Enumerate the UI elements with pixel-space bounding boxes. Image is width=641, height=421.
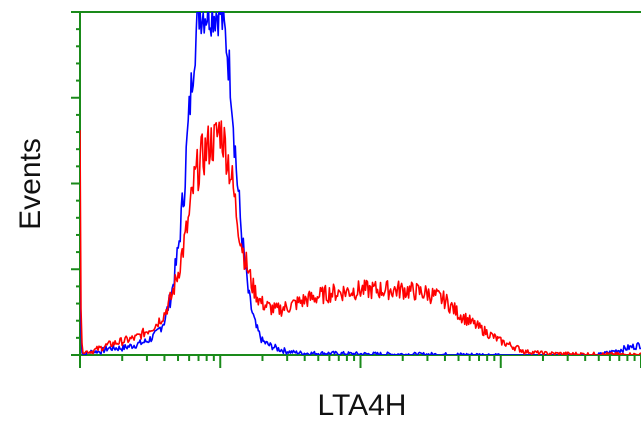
plot-area: [71, 11, 641, 368]
x-axis-title: LTA4H: [318, 389, 407, 421]
histogram-series-0: [80, 12, 641, 355]
histogram-series-1: [80, 120, 641, 355]
y-axis-title: Events: [14, 138, 47, 230]
